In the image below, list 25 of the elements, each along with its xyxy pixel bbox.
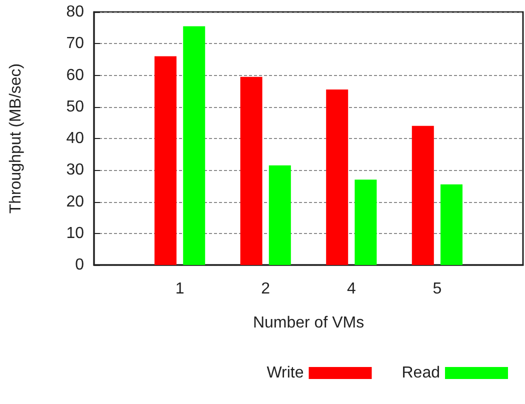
x-tick-label: 1	[175, 280, 184, 298]
y-tick-label: 50	[66, 98, 84, 116]
bar	[326, 89, 348, 265]
bar	[240, 76, 262, 265]
y-tick-label: 80	[66, 4, 84, 20]
y-tick-label: 70	[66, 35, 84, 52]
y-tick-label: 20	[66, 193, 84, 210]
bar	[268, 165, 291, 265]
y-tick-label: 40	[66, 130, 84, 147]
bar	[440, 184, 462, 265]
y-axis-title: Throughput (MB/sec)	[8, 63, 24, 214]
legend-label: Read	[402, 364, 440, 382]
y-tick-label: 10	[66, 224, 84, 242]
legend-label: Write	[266, 364, 304, 382]
bar	[183, 26, 206, 265]
x-tick-label: 5	[432, 280, 442, 298]
y-tick-label: 30	[66, 162, 84, 179]
x-tick-label: 2	[261, 280, 270, 298]
y-tick-label: 0	[75, 256, 84, 274]
bar	[412, 126, 434, 265]
bar	[354, 180, 377, 265]
bar	[154, 56, 176, 265]
y-tick-label: 60	[66, 66, 84, 84]
x-axis-title: Number of VMs	[252, 314, 364, 332]
x-tick-label: 4	[346, 280, 356, 298]
